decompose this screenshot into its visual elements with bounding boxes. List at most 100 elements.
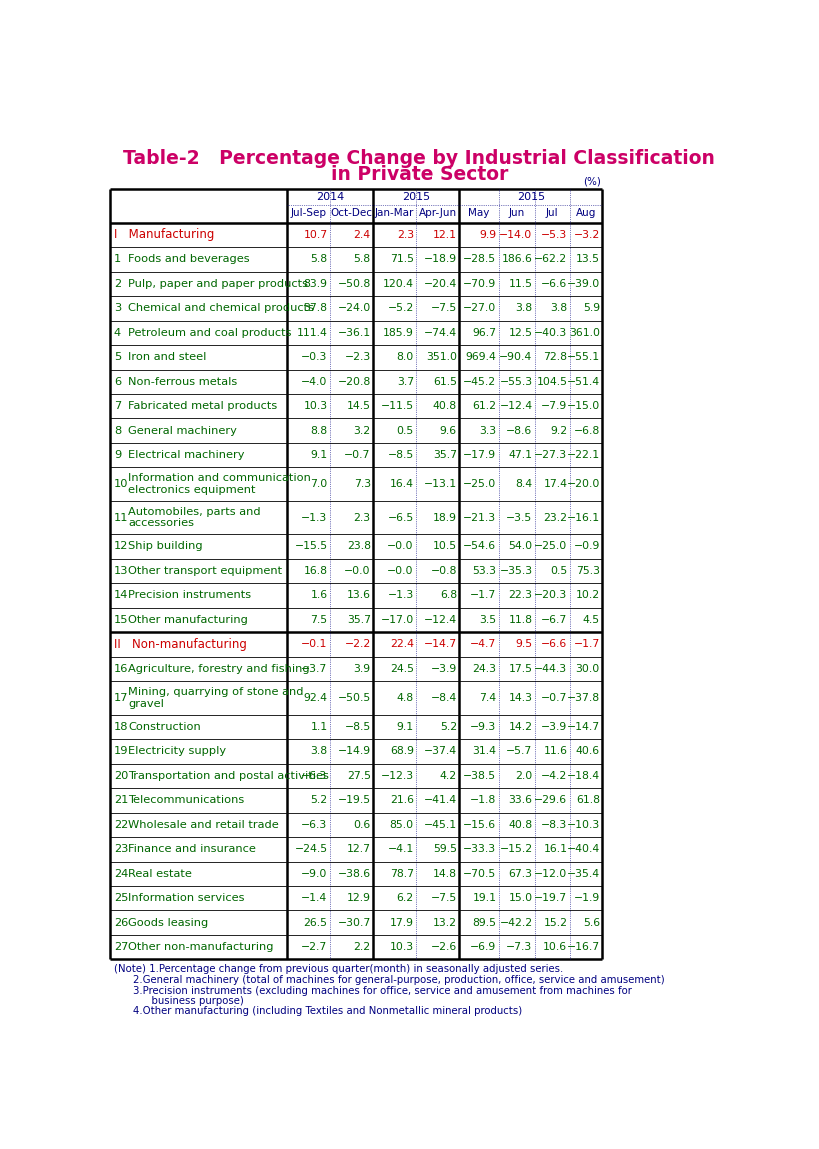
Text: 8.8: 8.8 [310,426,328,435]
Text: 2.0: 2.0 [515,771,532,781]
Text: −6.9: −6.9 [470,942,496,953]
Text: −14.0: −14.0 [500,230,532,240]
Text: 10: 10 [114,479,129,489]
Text: 31.4: 31.4 [473,747,496,756]
Text: 3.2: 3.2 [354,426,371,435]
Text: General machinery: General machinery [128,426,237,435]
Text: −16.1: −16.1 [567,512,600,523]
Text: −20.3: −20.3 [534,591,568,601]
Text: 6.2: 6.2 [396,893,414,903]
Text: Iron and steel: Iron and steel [128,353,206,362]
Text: 8: 8 [114,426,121,435]
Text: 9.2: 9.2 [550,426,568,435]
Text: 85.0: 85.0 [390,819,414,830]
Text: −15.2: −15.2 [500,845,532,854]
Text: −1.4: −1.4 [301,893,328,903]
Text: 13.5: 13.5 [576,254,600,264]
Text: Electricity supply: Electricity supply [128,747,226,756]
Text: 3.8: 3.8 [515,303,532,314]
Text: 17.9: 17.9 [390,918,414,927]
Text: −38.5: −38.5 [464,771,496,781]
Text: 7.4: 7.4 [479,693,496,703]
Text: 53.3: 53.3 [473,566,496,576]
Text: 2015: 2015 [517,192,545,202]
Text: 26: 26 [114,918,129,927]
Text: 54.0: 54.0 [509,541,532,552]
Text: 22: 22 [114,819,129,830]
Text: −38.6: −38.6 [337,869,371,879]
Text: Aug: Aug [576,208,596,217]
Text: 96.7: 96.7 [473,327,496,338]
Text: −5.3: −5.3 [541,230,568,240]
Text: −39.0: −39.0 [567,279,600,288]
Text: 0.5: 0.5 [550,566,568,576]
Text: Goods leasing: Goods leasing [128,918,208,927]
Text: −29.6: −29.6 [534,795,568,805]
Text: −45.1: −45.1 [424,819,457,830]
Text: −3.9: −3.9 [541,722,568,732]
Text: Construction: Construction [128,722,201,732]
Text: Table-2   Percentage Change by Industrial Classification: Table-2 Percentage Change by Industrial … [124,149,715,168]
Text: −6.6: −6.6 [541,279,568,288]
Text: 17.5: 17.5 [509,664,532,674]
Text: 104.5: 104.5 [536,377,568,387]
Text: 71.5: 71.5 [390,254,414,264]
Text: 7: 7 [114,401,121,411]
Text: −0.0: −0.0 [387,541,414,552]
Text: −27.0: −27.0 [463,303,496,314]
Text: −14.7: −14.7 [567,722,600,732]
Text: −4.2: −4.2 [541,771,568,781]
Text: 19.1: 19.1 [473,893,496,903]
Text: −0.0: −0.0 [387,566,414,576]
Text: 12.9: 12.9 [346,893,371,903]
Text: 7.5: 7.5 [310,615,328,625]
Text: (%): (%) [583,177,600,186]
Text: −19.7: −19.7 [534,893,568,903]
Text: 59.5: 59.5 [433,845,457,854]
Text: 27: 27 [114,942,129,953]
Text: 22.3: 22.3 [509,591,532,601]
Text: −40.3: −40.3 [534,327,568,338]
Text: −54.6: −54.6 [464,541,496,552]
Text: −17.0: −17.0 [381,615,414,625]
Text: 9.9: 9.9 [479,230,496,240]
Text: −2.3: −2.3 [345,353,371,362]
Text: 2014: 2014 [316,192,344,202]
Text: −12.0: −12.0 [534,869,568,879]
Text: −20.4: −20.4 [423,279,457,288]
Text: 24: 24 [114,869,129,879]
Text: 351.0: 351.0 [426,353,457,362]
Text: 25: 25 [114,893,129,903]
Text: Other transport equipment: Other transport equipment [128,566,282,576]
Text: −22.1: −22.1 [567,450,600,461]
Text: Jan-Mar: Jan-Mar [375,208,414,217]
Text: −42.2: −42.2 [500,918,532,927]
Text: −50.8: −50.8 [337,279,371,288]
Text: 15.2: 15.2 [543,918,568,927]
Text: −5.7: −5.7 [506,747,532,756]
Text: 17: 17 [114,693,129,703]
Text: Other non-manufacturing: Other non-manufacturing [128,942,274,953]
Text: −0.8: −0.8 [431,566,457,576]
Text: 11: 11 [114,512,129,523]
Text: Chemical and chemical products: Chemical and chemical products [128,303,314,314]
Text: 47.1: 47.1 [509,450,532,461]
Text: −9.3: −9.3 [470,722,496,732]
Text: 5.8: 5.8 [310,254,328,264]
Text: 1: 1 [114,254,121,264]
Text: 24.3: 24.3 [473,664,496,674]
Text: −12.4: −12.4 [500,401,532,411]
Text: −5.2: −5.2 [387,303,414,314]
Text: 7.3: 7.3 [354,479,371,489]
Text: 186.6: 186.6 [502,254,532,264]
Text: 15.0: 15.0 [509,893,532,903]
Text: −17.9: −17.9 [464,450,496,461]
Text: 26.5: 26.5 [304,918,328,927]
Text: −4.1: −4.1 [387,845,414,854]
Text: Other manufacturing: Other manufacturing [128,615,248,625]
Text: −70.5: −70.5 [463,869,496,879]
Text: 9.1: 9.1 [310,450,328,461]
Text: 3.3: 3.3 [479,426,496,435]
Text: Apr-Jun: Apr-Jun [419,208,457,217]
Text: 24.5: 24.5 [390,664,414,674]
